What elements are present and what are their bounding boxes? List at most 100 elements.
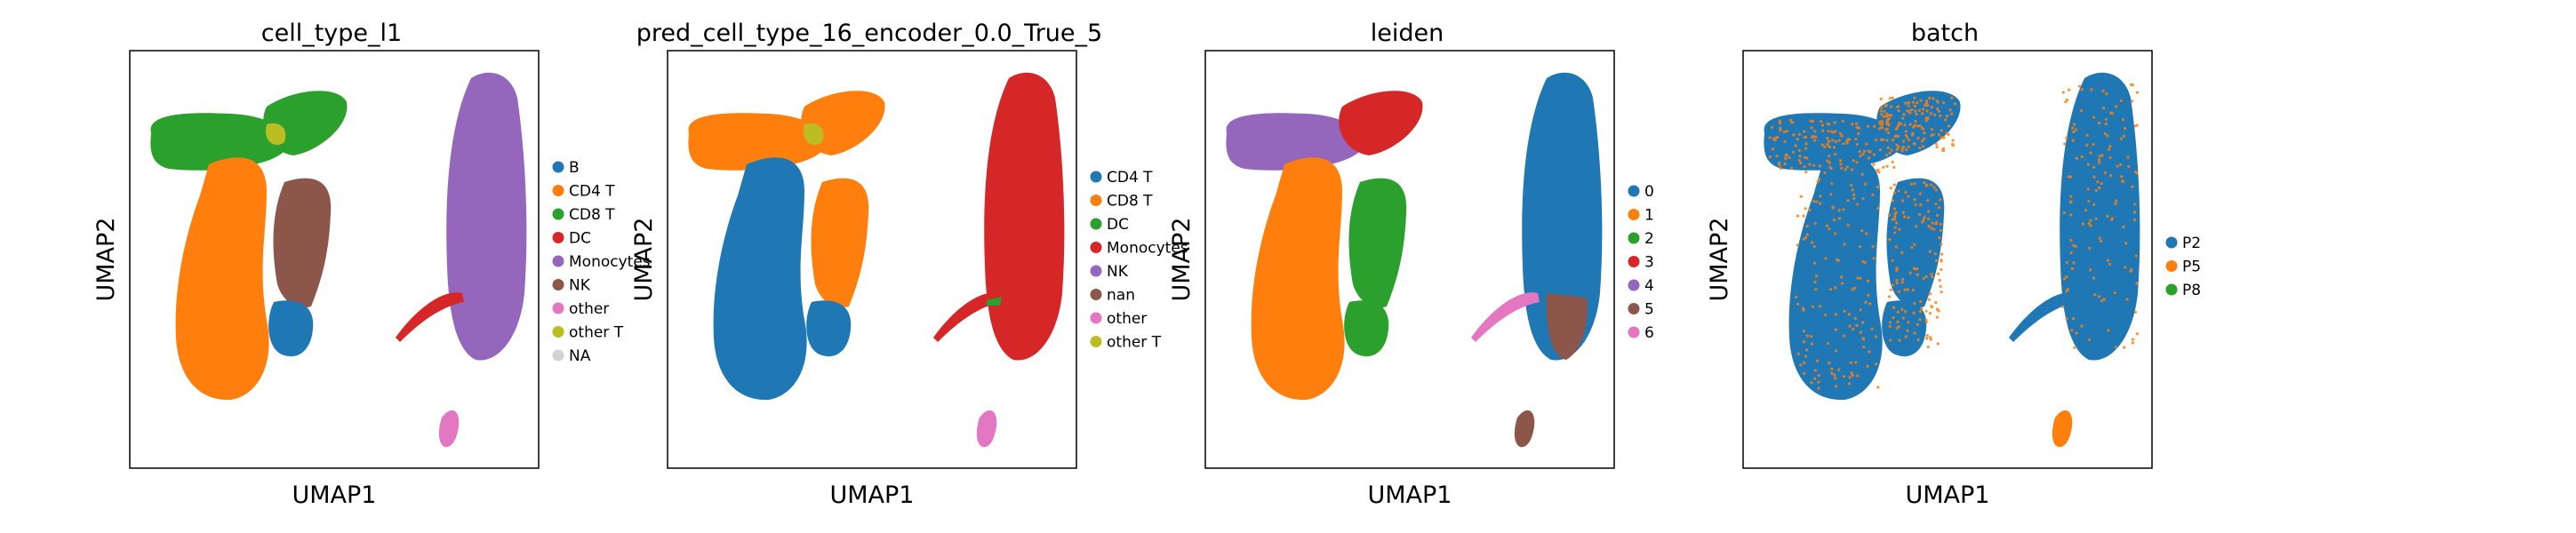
speckle-dot — [1916, 338, 1920, 341]
speckle-dot — [1837, 209, 1841, 212]
speckle-dot — [1829, 166, 1833, 171]
chart-1-svg: cell_type_l1 — [92, 20, 651, 509]
speckle-dot — [1855, 323, 1859, 328]
speckle-dot — [1862, 338, 1866, 341]
speckle-dot — [1856, 203, 1860, 206]
legend-label-1: P2 — [2182, 235, 2201, 252]
speckle-dot — [2092, 165, 2096, 169]
speckle-dot — [2102, 107, 2106, 110]
speckle-dot — [1884, 154, 1888, 157]
speckle-dot — [1871, 244, 1875, 249]
speckle-dot — [1794, 144, 1797, 147]
speckle-dot — [2085, 143, 2089, 147]
speckle-dot — [1772, 137, 1775, 140]
legend-marker-7 — [1090, 312, 1102, 324]
speckle-dot — [1832, 146, 1836, 149]
speckle-dot — [2071, 126, 2075, 130]
speckle-dot — [1849, 361, 1853, 365]
speckle-dot — [1930, 305, 1933, 308]
speckle-dot — [1911, 100, 1916, 104]
speckle-dot — [1833, 373, 1836, 377]
speckle-dot — [2080, 155, 2084, 158]
speckle-dot — [1812, 377, 1817, 380]
speckle-dot — [1850, 168, 1854, 171]
speckle-dot — [1897, 109, 1900, 113]
chart-2-legend: CD4 T CD8 T DC Monocytes NK nan other other T — [1090, 169, 1188, 352]
speckle-dot — [1838, 159, 1843, 163]
speckle-dot — [1859, 154, 1862, 158]
speckle-dot — [2098, 236, 2101, 240]
legend-marker-4 — [1090, 242, 1102, 253]
speckle-dot — [1919, 299, 1923, 304]
speckle-dot — [2072, 123, 2076, 126]
speckle-dot — [1888, 237, 1892, 242]
speckle-dot — [1939, 222, 1942, 226]
speckle-dot — [1819, 120, 1823, 123]
speckle-dot — [2070, 329, 2074, 332]
speckle-dot — [2108, 262, 2112, 266]
speckle-dot — [1928, 250, 1932, 253]
chart-3-xlabel: UMAP1 — [1368, 481, 1452, 509]
speckle-dot — [2114, 202, 2117, 205]
speckle-dot — [1922, 218, 1925, 222]
speckle-dot — [1930, 274, 1934, 279]
legend-marker-2 — [1628, 209, 1640, 220]
speckle-dot — [1907, 321, 1910, 324]
legend-marker-2 — [2165, 260, 2178, 272]
legend-label-5: NK — [1107, 263, 1129, 281]
speckle-dot — [1940, 267, 1943, 272]
speckle-dot — [1834, 153, 1837, 156]
legend-label-4: Monocytes — [1107, 240, 1188, 258]
speckle-dot — [1801, 306, 1805, 310]
speckle-dot — [1886, 131, 1891, 135]
legend-marker-8 — [552, 326, 564, 338]
chart-3-legend: 0 1 2 3 4 5 6 — [1628, 183, 1654, 342]
chart-1-frame — [129, 50, 540, 469]
speckle-dot — [1847, 313, 1852, 316]
speckle-dot — [1903, 123, 1907, 127]
speckle-dot — [2103, 131, 2107, 136]
speckle-dot — [1928, 312, 1932, 315]
speckle-dot — [1941, 136, 1945, 139]
cluster-cd4t-body — [713, 157, 807, 401]
legend-label-3: P8 — [2182, 282, 2201, 299]
chart-4-clusters — [1764, 72, 2140, 448]
speckle-dot — [1922, 137, 1926, 140]
chart-2-title: pred_cell_type_16_encoder_0.0_True_5 — [636, 20, 1102, 47]
speckle-dot — [2106, 214, 2109, 218]
speckle-dot — [1928, 96, 1932, 100]
speckle-dot — [2105, 92, 2108, 96]
speckle-dot — [1834, 286, 1837, 290]
speckle-dot — [1850, 371, 1853, 375]
chart-3-svg: leiden UMAP1 UMAP2 0 1 2 3 4 5 6 — [1168, 20, 1654, 509]
speckle-dot — [1951, 139, 1955, 142]
speckle-dot — [2089, 151, 2092, 155]
chart-3-title: leiden — [1371, 20, 1444, 47]
speckle-dot — [1768, 155, 1772, 159]
speckle-dot — [1891, 160, 1894, 163]
speckle-dot — [1796, 302, 1800, 306]
speckle-dot — [1882, 165, 1885, 169]
speckle-dot — [1823, 171, 1827, 175]
speckle-dot — [2108, 156, 2112, 160]
speckle-dot — [1879, 138, 1884, 141]
speckle-dot — [2079, 109, 2084, 113]
speckle-dot — [1897, 105, 1900, 108]
speckle-dot — [1846, 224, 1850, 227]
speckle-dot — [2104, 117, 2108, 121]
speckle-dot — [2062, 277, 2067, 281]
speckle-dot — [1821, 129, 1825, 132]
speckle-dot — [1892, 191, 1896, 195]
speckle-dot — [2132, 211, 2137, 214]
speckle-dot — [1934, 300, 1938, 305]
speckle-dot — [1924, 309, 1928, 313]
speckle-dot — [1948, 108, 1952, 112]
speckle-dot — [1775, 155, 1779, 158]
legend-label-2: CD4 T — [569, 183, 615, 201]
speckle-dot — [1885, 164, 1889, 168]
legend-marker-3 — [2165, 283, 2178, 296]
speckle-dot — [1897, 189, 1900, 193]
speckle-dot — [1797, 132, 1802, 136]
chart-4-legend: P2 P5 P8 — [2165, 235, 2201, 299]
legend-label-7: other — [1107, 310, 1147, 328]
